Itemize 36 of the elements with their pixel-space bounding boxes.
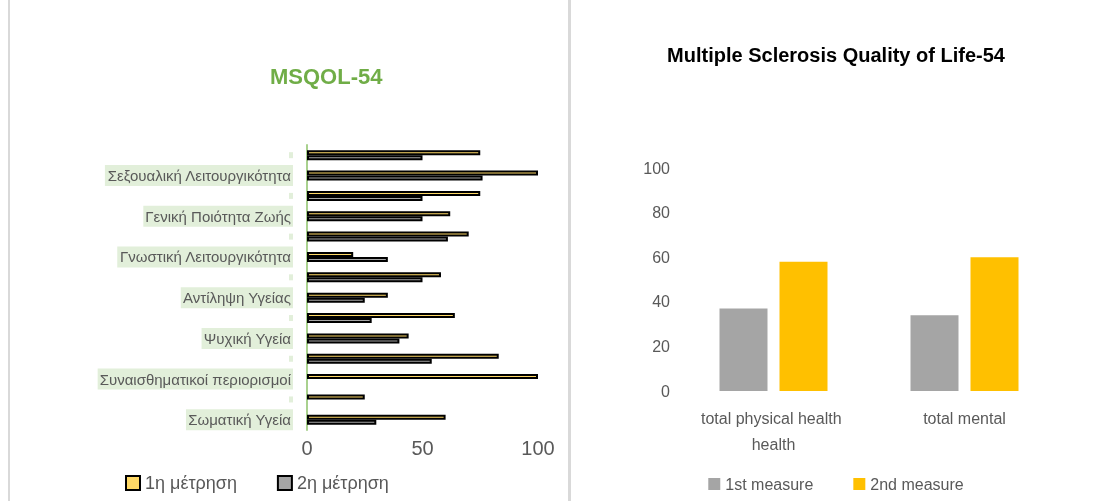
- y-tick-label: Σεξουαλική Λειτουργικότητα: [107, 167, 292, 185]
- y-tick-label: 100: [643, 159, 671, 177]
- bar: [970, 257, 1019, 391]
- y-tick-label: Αντίληψη Υγείας: [183, 289, 291, 307]
- y-tick-label: 0: [661, 382, 671, 400]
- x-tick-label: total mental: [923, 409, 1006, 427]
- bar: [307, 211, 451, 217]
- bar: [307, 394, 365, 400]
- bar: [719, 308, 768, 391]
- bar: [307, 333, 409, 339]
- bar: [307, 313, 455, 319]
- legend-label: 2η μέτρηση: [296, 473, 389, 493]
- y-tick-label: 80: [652, 204, 671, 222]
- x-tick-label: total physical health health: [701, 409, 846, 453]
- chart-title: Multiple Sclerosis Quality of Life-54: [667, 44, 1006, 66]
- bar: [307, 272, 441, 278]
- y-tick-label: Σωματική Υγεία: [188, 411, 292, 429]
- y-tick-label: Ψυχική Υγεία: [203, 329, 292, 347]
- chart-title: MSQOL-54: [270, 63, 384, 89]
- y-tick-label: Συναισθηματικοί περιορισμοί: [99, 370, 292, 388]
- bar: [307, 256, 388, 262]
- y-tick-label: 20: [652, 337, 671, 355]
- bar: [307, 150, 481, 156]
- bar: [910, 315, 959, 391]
- y-tick-label: 40: [652, 293, 671, 311]
- y-tick-label: Γενική Ποιότητα Ζωής: [145, 207, 291, 225]
- legend-label: 2nd measure: [870, 475, 964, 493]
- legend-label: 1st measure: [725, 475, 814, 493]
- bar: [307, 374, 538, 380]
- bar: [779, 261, 828, 391]
- y-tick-label: Γνωστική Λειτουργικότητα: [120, 248, 292, 266]
- x-tick-label: 100: [521, 437, 555, 459]
- x-tick-label: 0: [301, 437, 313, 459]
- legend-label: 1η μέτρηση: [145, 473, 237, 493]
- y-tick-label: 60: [652, 248, 671, 266]
- x-tick-label: 50: [411, 437, 434, 459]
